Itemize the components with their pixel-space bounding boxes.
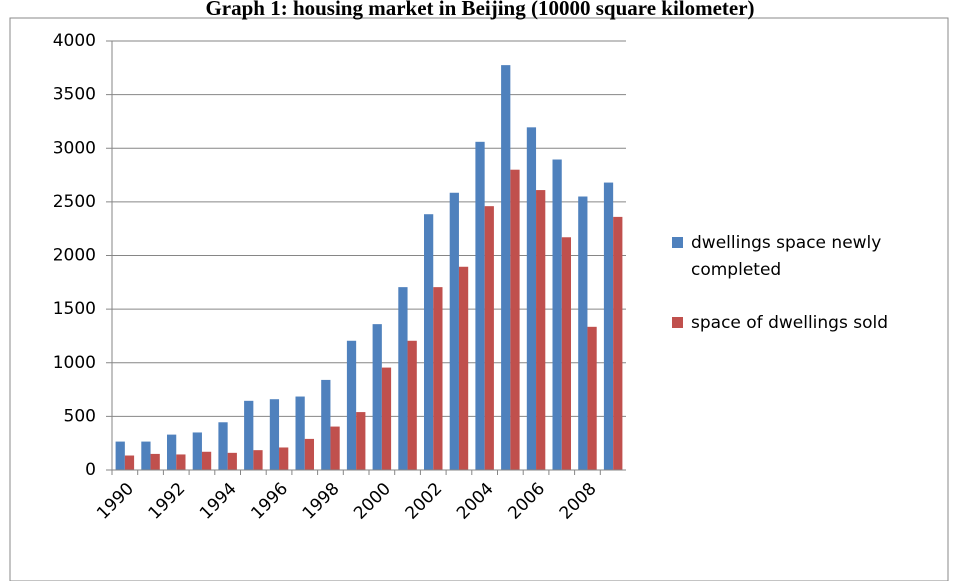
bar (475, 141, 485, 470)
bar (458, 266, 469, 470)
bar (192, 432, 202, 470)
y-tick-label: 1500 (53, 299, 96, 319)
legend-line: dwellings space newly (691, 233, 881, 253)
x-tick-label: 2008 (556, 479, 601, 524)
x-tick-label: 2004 (453, 479, 498, 524)
legend-swatch (672, 317, 683, 328)
bar (330, 426, 340, 470)
bar (304, 438, 315, 470)
bar (484, 206, 494, 471)
x-tick-label: 1992 (145, 479, 190, 524)
bar (346, 340, 357, 470)
legend-label: space of dwellings sold (691, 313, 888, 333)
bar (218, 422, 228, 470)
y-tick-label: 2000 (53, 246, 96, 266)
chart-title: Graph 1: housing market in Beijing (1000… (205, 0, 754, 20)
bar (449, 192, 459, 471)
bar (603, 182, 614, 470)
bar (398, 287, 408, 470)
bar (407, 340, 417, 470)
bar (578, 196, 588, 470)
bar (150, 453, 160, 470)
bar (433, 287, 443, 470)
y-tick-label: 3000 (53, 138, 96, 158)
y-tick-label: 4000 (53, 31, 96, 51)
bar (201, 451, 212, 470)
bar (244, 400, 254, 470)
bar (526, 127, 537, 471)
bar (372, 324, 382, 470)
legend-line: completed (691, 260, 781, 280)
bar (536, 190, 546, 470)
legend-label: dwellings space newly completed (691, 233, 881, 280)
bar (253, 450, 263, 470)
bar (613, 216, 623, 470)
y-tick-label: 3500 (53, 85, 96, 105)
y-tick-label: 2500 (53, 192, 96, 212)
bar (269, 399, 280, 470)
y-tick-label: 0 (85, 460, 96, 480)
x-tick-label: 1990 (93, 479, 138, 524)
y-tick-label: 1000 (53, 353, 96, 373)
bar (124, 455, 135, 470)
bar (510, 169, 520, 470)
bar (501, 65, 511, 470)
legend-swatch (672, 237, 683, 248)
bar (166, 434, 177, 470)
bar (356, 412, 366, 470)
x-tick-label: 2000 (350, 479, 395, 524)
bar (423, 214, 434, 470)
bar (176, 454, 186, 470)
bar (321, 379, 331, 470)
x-tick-label: 1998 (299, 479, 344, 524)
x-tick-label: 2006 (504, 479, 549, 524)
x-tick-label: 1994 (196, 479, 241, 524)
x-tick-label: 2002 (402, 479, 447, 524)
bar (141, 441, 151, 470)
x-tick-label: 1996 (247, 479, 292, 524)
bar (561, 237, 572, 470)
bar (115, 441, 125, 470)
bar (552, 159, 562, 471)
y-tick-label: 500 (64, 406, 96, 426)
bar (381, 367, 392, 470)
bar (279, 447, 289, 470)
bar (587, 326, 597, 470)
bar (295, 396, 305, 470)
bar (227, 452, 237, 470)
